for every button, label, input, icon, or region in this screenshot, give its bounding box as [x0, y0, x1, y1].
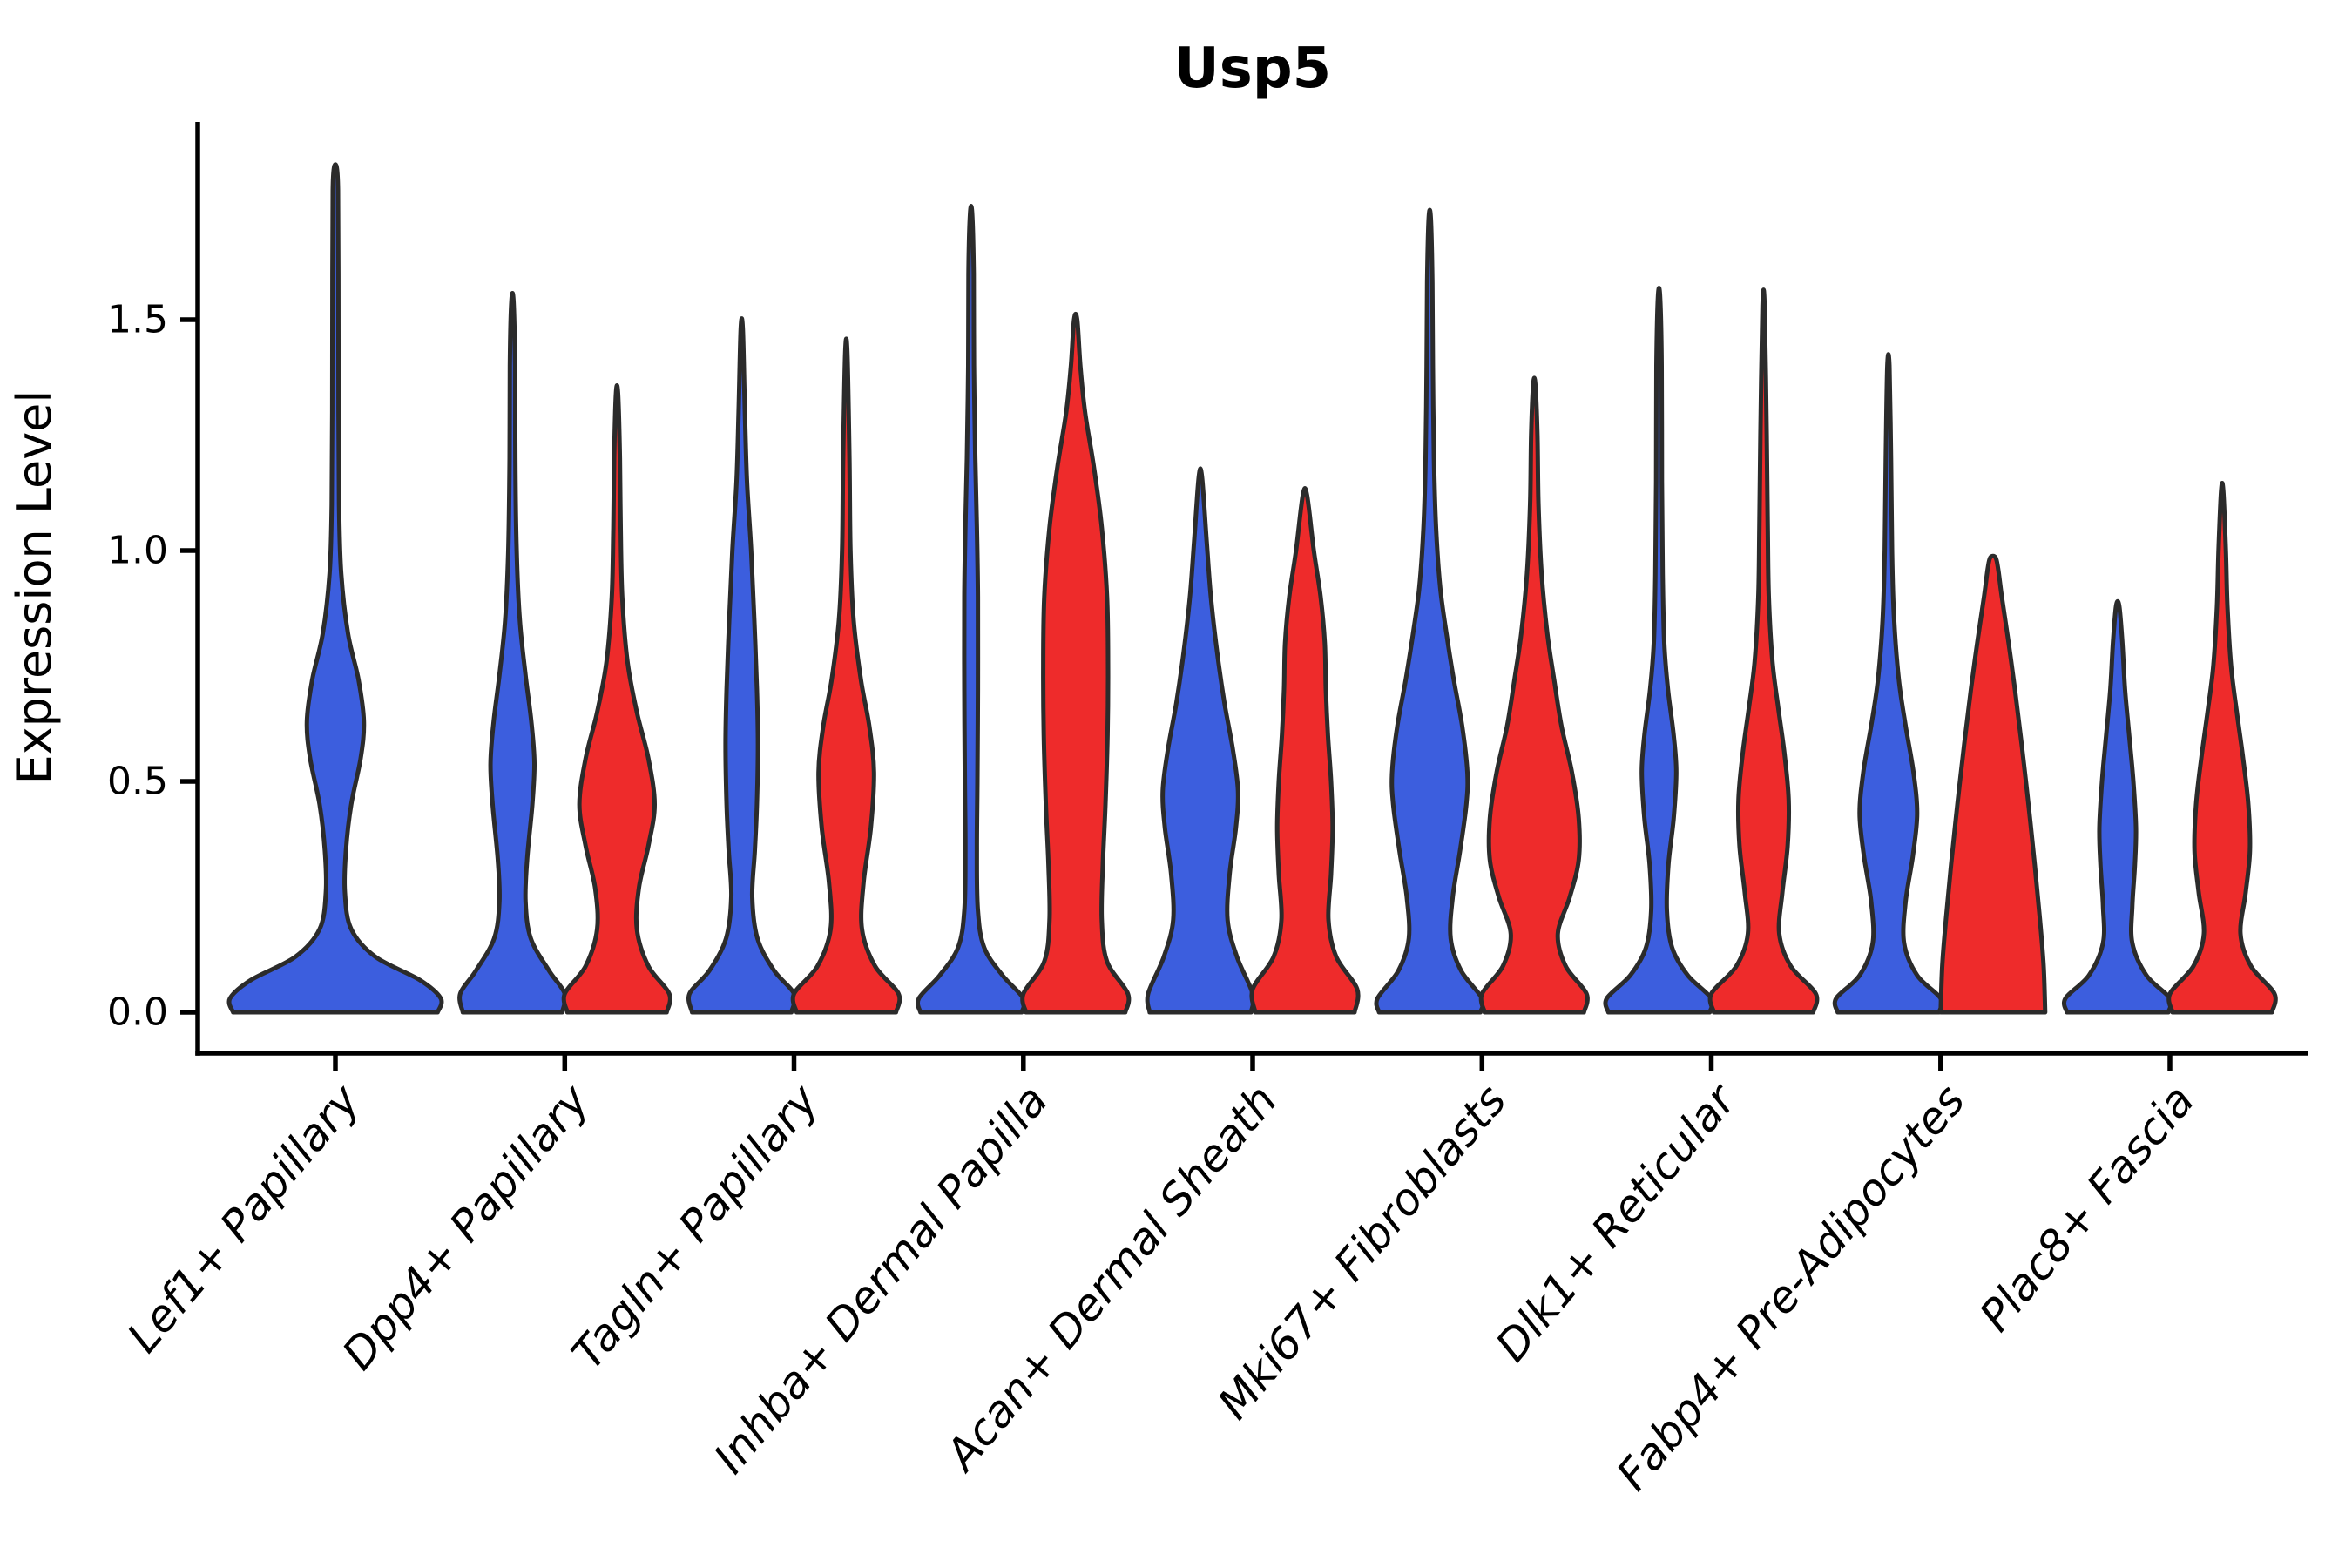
axis-spines — [195, 122, 2308, 1056]
y-tick-label: 1.5 — [107, 298, 168, 342]
x-tick-label: Tagln+ Papillary — [562, 1074, 828, 1378]
x-tick-label: Plac8+ Fascia — [1970, 1075, 2204, 1341]
violin-dlk1-reticular-blue — [1603, 286, 1715, 1015]
violin-inhba-dermal-papilla-red — [1020, 311, 1132, 1015]
chart-title: Usp5 — [1174, 37, 1331, 101]
violin-inhba-dermal-papilla-blue — [915, 203, 1027, 1015]
violin-lef1-papillary-blue — [226, 162, 444, 1015]
violin-dpp4-papillary-red — [561, 383, 672, 1015]
y-tick-label: 1.0 — [107, 529, 168, 573]
violin-fabp4-pre-adipocytes-blue — [1832, 352, 1944, 1015]
violin-plac8-fascia-red — [2166, 480, 2278, 1015]
x-tick-label: Dpp4+ Papillary — [333, 1074, 600, 1379]
x-tick-label: Lef1+ Papillary — [118, 1074, 370, 1362]
violin-plac8-fascia-blue — [2061, 598, 2174, 1015]
x-tick-label: Dlk1+ Reticular — [1486, 1073, 1747, 1371]
violin-acan-dermal-sheath-blue — [1145, 466, 1256, 1015]
violin-dpp4-papillary-blue — [457, 291, 568, 1015]
violins-group — [226, 162, 2278, 1015]
violin-dlk1-reticular-red — [1707, 287, 1820, 1015]
violin-acan-dermal-sheath-red — [1249, 485, 1361, 1015]
y-axis-label: Expression Level — [7, 390, 62, 785]
y-tick-label: 0.0 — [107, 990, 168, 1035]
violin-mki67-fibroblasts-red — [1478, 375, 1590, 1015]
violin-tagln-papillary-red — [790, 336, 902, 1015]
violin-tagln-papillary-blue — [686, 316, 797, 1015]
y-tick-label: 0.5 — [107, 760, 168, 804]
violin-mki67-fibroblasts-blue — [1374, 207, 1486, 1015]
violin-fabp4-pre-adipocytes-red — [1938, 553, 2048, 1015]
y-axis: 0.0 0.5 1.0 1.5 — [107, 298, 198, 1035]
